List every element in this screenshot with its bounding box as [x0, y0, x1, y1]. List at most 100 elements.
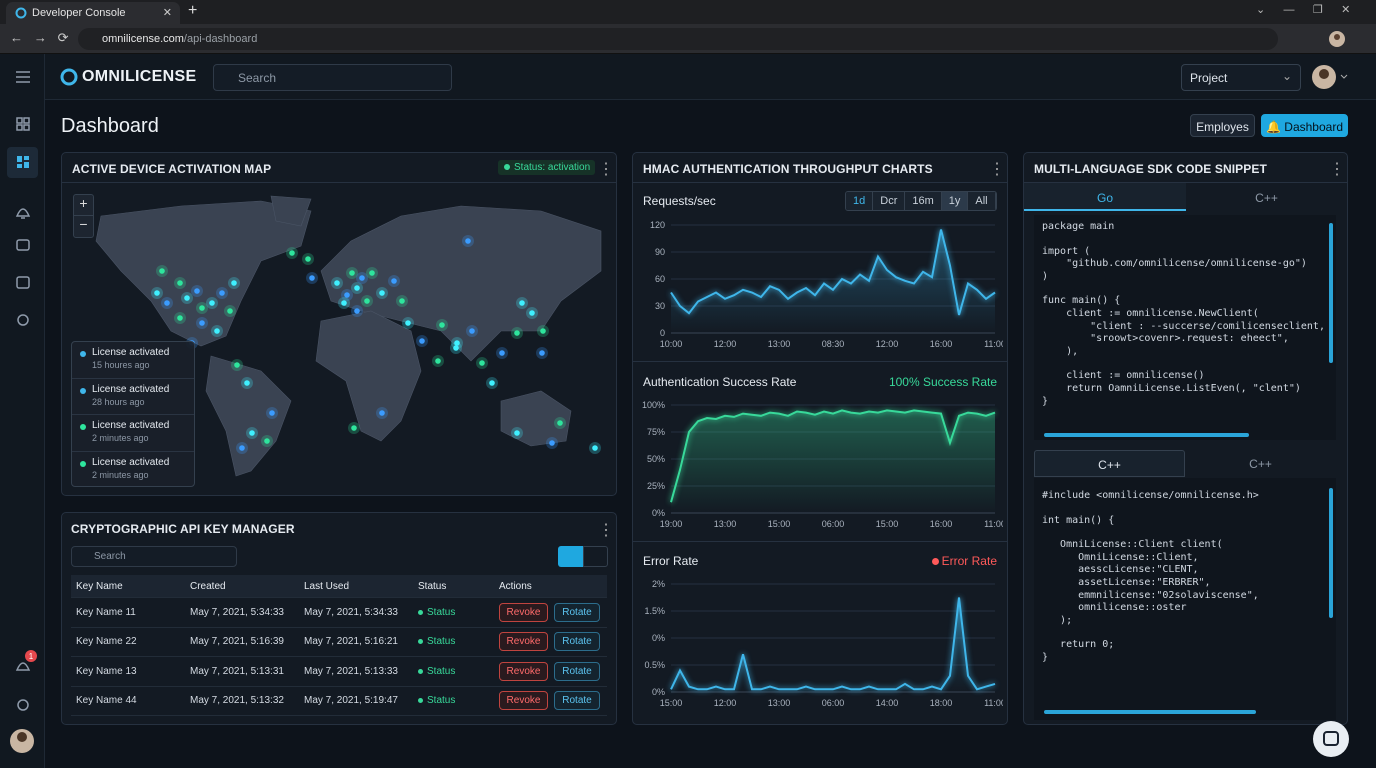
device-dot: [344, 292, 350, 298]
key-table: Key Name Created Last Used Status Actions Key…: [71, 575, 607, 716]
range-button[interactable]: 1d: [846, 192, 874, 210]
status-text: Status: [427, 695, 456, 707]
browser-tab[interactable]: Developer Console ✕: [6, 2, 180, 24]
revoke-button[interactable]: Revoke: [499, 602, 548, 622]
project-select[interactable]: Project ⌄: [1181, 64, 1301, 91]
x-tick-label: 08:30: [822, 339, 845, 349]
code-line: "client : --succerse/comilicenseclient,: [1042, 320, 1325, 332]
column-header: Last Used: [304, 580, 350, 592]
cell-last-used: May 7, 2021, 5:19:47: [304, 695, 398, 707]
device-dot: [177, 315, 183, 321]
scrollbar[interactable]: [1044, 433, 1249, 437]
range-button[interactable]: Dcr: [873, 192, 906, 210]
bell-icon[interactable]: [15, 208, 31, 219]
notifications-icon[interactable]: [15, 662, 31, 671]
go-tab[interactable]: Go: [1024, 183, 1186, 211]
panel-menu[interactable]: ⋮: [1329, 161, 1345, 178]
range-button[interactable]: All: [968, 192, 996, 210]
device-dot: [405, 320, 411, 326]
scrollbar[interactable]: [1329, 488, 1333, 618]
zoom-in[interactable]: +: [74, 195, 93, 216]
panel-menu[interactable]: ⋮: [989, 161, 1005, 178]
scrollbar[interactable]: [1329, 223, 1333, 363]
new-tab[interactable]: +: [188, 2, 198, 19]
key-search[interactable]: Search: [71, 546, 237, 567]
range-button[interactable]: 16m: [905, 192, 942, 210]
calendar-icon[interactable]: [16, 276, 30, 289]
device-dot: [177, 280, 183, 286]
device-dot: [159, 268, 165, 274]
cpp-tab[interactable]: C++: [1249, 457, 1272, 471]
status-text: Status: [427, 636, 456, 648]
device-dot: [514, 330, 520, 336]
chart-annotation: 100% Success Rate: [888, 375, 997, 389]
profile-avatar[interactable]: [1329, 31, 1345, 47]
device-dot: [399, 298, 405, 304]
decoration: [633, 541, 1007, 542]
code-block: package main import ( "github.com/omnilic…: [1034, 215, 1336, 440]
tab-close[interactable]: ✕: [162, 7, 172, 19]
code-line: client := omnilicense.NewClient(: [1042, 307, 1259, 319]
event-dot: [80, 351, 86, 357]
rotate-button[interactable]: Rotate: [554, 632, 600, 652]
decoration: [62, 182, 616, 183]
x-tick-label: 13:00: [714, 519, 737, 529]
zoom-out[interactable]: −: [79, 216, 88, 232]
dashboard-button[interactable]: 🔔 Dashboard: [1261, 114, 1348, 137]
logo-text: OMNILICENSE: [82, 68, 197, 85]
device-dot: [369, 270, 375, 276]
cpp-tab[interactable]: C++: [1255, 191, 1278, 205]
cell-last-used: May 7, 2021, 5:34:33: [304, 606, 398, 618]
area: [671, 410, 995, 513]
list-view[interactable]: [583, 546, 608, 567]
dashboard-label: Dashboard: [1284, 120, 1343, 134]
device-dot: [539, 350, 545, 356]
header-avatar[interactable]: [1311, 65, 1351, 89]
decoration: [1323, 731, 1339, 746]
grid-icon[interactable]: [16, 117, 23, 124]
rotate-button[interactable]: Rotate: [554, 661, 600, 681]
revoke-button[interactable]: Revoke: [499, 632, 548, 652]
settings-icon[interactable]: [17, 314, 29, 326]
sidebar-icons: 1: [7, 71, 38, 753]
device-dot: [529, 310, 535, 316]
active-nav[interactable]: [7, 147, 38, 178]
chart-title: Requests/sec: [643, 194, 716, 208]
window-controls[interactable]: ⌄ — ❐ ✕: [1256, 4, 1351, 16]
rotate-button[interactable]: Rotate: [554, 691, 600, 711]
code-line: package main: [1042, 221, 1115, 232]
chat-button[interactable]: [1313, 721, 1349, 757]
device-dot: [465, 238, 471, 244]
scrollbar[interactable]: [1044, 710, 1256, 714]
code-line: aesscLicense:"CLENT,: [1042, 564, 1199, 576]
y-tick-label: 0%: [652, 508, 665, 518]
area: [671, 229, 995, 333]
settings-bottom-icon[interactable]: [17, 699, 29, 711]
cell-created: May 7, 2021, 5:13:31: [190, 665, 284, 677]
range-button[interactable]: 1y: [941, 192, 969, 210]
url-field[interactable]: omnilicense.com/api-dashboard: [78, 28, 1278, 50]
global-search[interactable]: Search: [213, 64, 452, 91]
revoke-button[interactable]: Revoke: [499, 661, 548, 681]
y-tick-label: 0.5%: [644, 660, 665, 670]
rotate-button[interactable]: Rotate: [554, 602, 600, 622]
code-line: "sroowt>covenr>.request: eheect",: [1042, 333, 1289, 345]
panel-menu[interactable]: ⋮: [598, 161, 614, 178]
grid-view[interactable]: [558, 546, 583, 567]
status-dot: [418, 668, 423, 674]
nav-buttons[interactable]: ← → ⟳: [10, 30, 69, 45]
cell-last-used: May 7, 2021, 5:16:21: [304, 636, 398, 648]
device-dot: [334, 280, 340, 286]
revoke-button[interactable]: Revoke: [499, 691, 548, 711]
status-cell: Status: [413, 636, 494, 647]
employes-button[interactable]: Employes: [1190, 114, 1255, 137]
card-icon[interactable]: [16, 239, 30, 251]
column-header: Key Name: [76, 580, 123, 592]
panel-menu[interactable]: ⋮: [598, 522, 614, 539]
event-item: License activated 2 minutes ago: [72, 415, 194, 452]
cpp-tab[interactable]: C++: [1034, 450, 1185, 477]
y-tick-label: 0%: [652, 633, 665, 643]
menu-icon[interactable]: [16, 71, 30, 83]
world-map: [95, 195, 602, 477]
